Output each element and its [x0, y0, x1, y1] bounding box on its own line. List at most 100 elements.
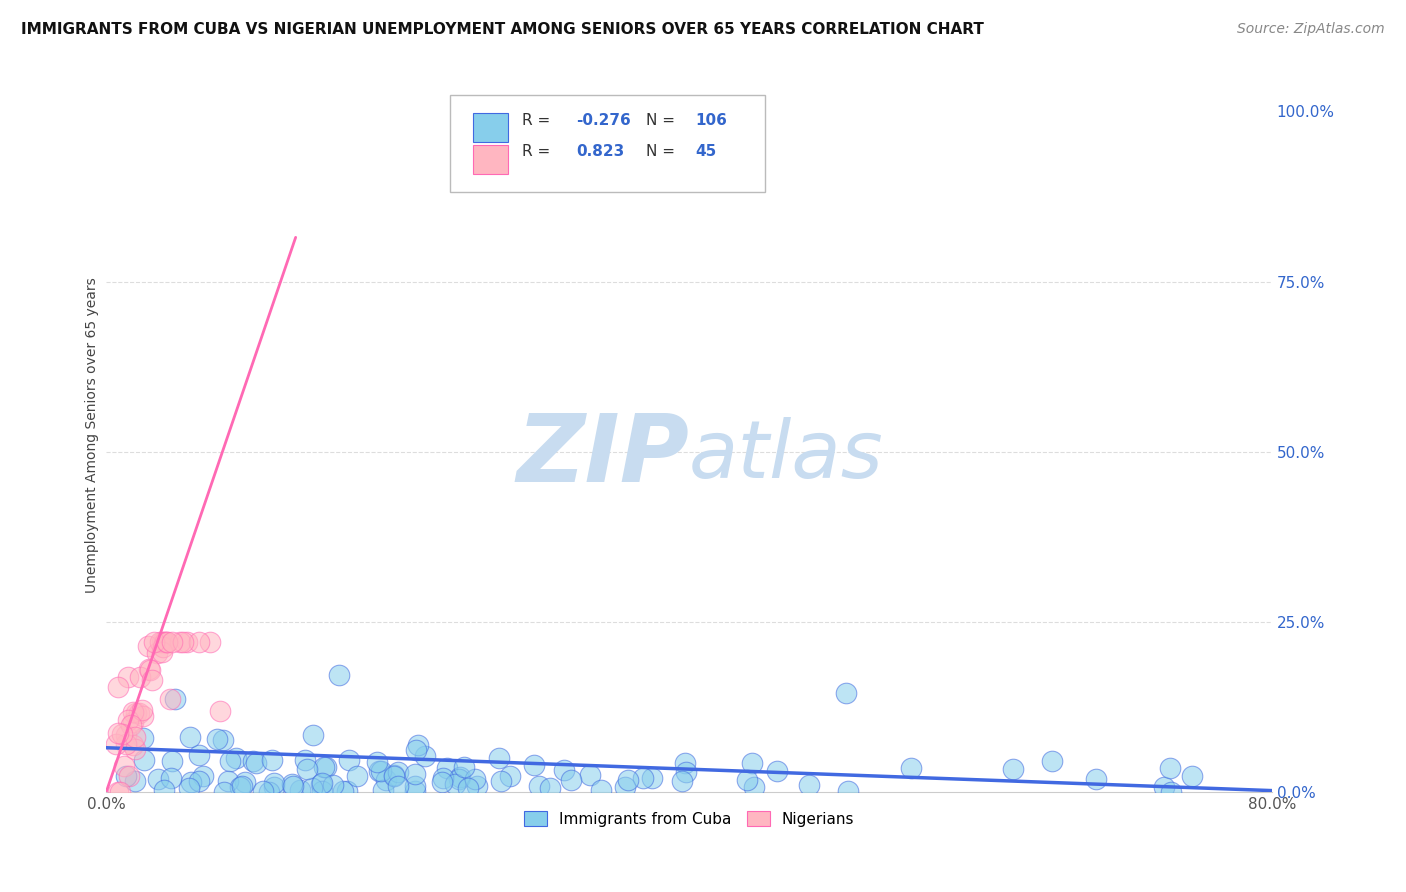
Point	[209, 704, 232, 718]
Point	[315, 759, 337, 773]
Point	[799, 779, 821, 793]
Point	[1001, 762, 1024, 776]
Point	[499, 769, 522, 783]
Point	[297, 763, 319, 777]
FancyBboxPatch shape	[474, 113, 509, 142]
Point	[150, 645, 173, 659]
Point	[1181, 770, 1204, 784]
Point	[112, 759, 135, 773]
Point	[432, 771, 454, 785]
Point	[373, 783, 395, 797]
Point	[336, 784, 359, 798]
Point	[117, 713, 139, 727]
Point	[465, 779, 488, 793]
Point	[328, 668, 350, 682]
Point	[1160, 785, 1182, 799]
Point	[1040, 754, 1063, 768]
Point	[523, 757, 546, 772]
Point	[132, 709, 155, 723]
Point	[121, 738, 143, 752]
Point	[366, 755, 388, 769]
Point	[229, 780, 252, 794]
Text: 0.823: 0.823	[576, 144, 624, 159]
Point	[447, 772, 470, 786]
Point	[165, 692, 187, 706]
Point	[187, 748, 209, 763]
Point	[172, 635, 194, 649]
Point	[837, 784, 859, 798]
Point	[579, 768, 602, 782]
Point	[132, 731, 155, 745]
Point	[191, 769, 214, 783]
Y-axis label: Unemployment Among Seniors over 65 years: Unemployment Among Seniors over 65 years	[86, 277, 100, 592]
Point	[675, 764, 697, 779]
Point	[115, 769, 138, 783]
Point	[153, 782, 176, 797]
Point	[155, 635, 177, 649]
Point	[134, 753, 156, 767]
Text: R =: R =	[523, 112, 555, 128]
Point	[141, 673, 163, 688]
Point	[107, 785, 129, 799]
Text: N =: N =	[645, 112, 681, 128]
Point	[1159, 761, 1181, 775]
Point	[332, 784, 354, 798]
Point	[382, 769, 405, 783]
Point	[146, 772, 169, 786]
Point	[1084, 772, 1107, 786]
Point	[346, 769, 368, 783]
Point	[741, 756, 763, 770]
Point	[742, 780, 765, 794]
Point	[405, 784, 427, 798]
Point	[406, 738, 429, 752]
Point	[405, 742, 427, 756]
Point	[311, 776, 333, 790]
Point	[104, 737, 127, 751]
Point	[149, 635, 172, 649]
Point	[114, 728, 136, 742]
Point	[257, 784, 280, 798]
Point	[288, 783, 311, 797]
Point	[217, 774, 239, 789]
Point	[375, 773, 398, 788]
Text: atlas: atlas	[689, 417, 884, 495]
Point	[311, 784, 333, 798]
Point	[673, 756, 696, 770]
Point	[200, 635, 222, 649]
Point	[160, 635, 183, 649]
Point	[281, 777, 304, 791]
Point	[560, 772, 582, 787]
Point	[404, 779, 426, 793]
Point	[180, 774, 202, 789]
Point	[231, 779, 253, 793]
Text: R =: R =	[523, 144, 555, 159]
Point	[219, 755, 242, 769]
Point	[115, 737, 138, 751]
Point	[122, 705, 145, 719]
Point	[413, 749, 436, 764]
Point	[207, 731, 229, 746]
Point	[263, 780, 285, 794]
Point	[107, 680, 129, 694]
Point	[252, 784, 274, 798]
Point	[387, 764, 409, 779]
Point	[404, 766, 426, 780]
Point	[367, 764, 389, 778]
Text: Source: ZipAtlas.com: Source: ZipAtlas.com	[1237, 22, 1385, 37]
Point	[110, 727, 132, 741]
Point	[128, 706, 150, 720]
Point	[311, 777, 333, 791]
Point	[262, 753, 284, 767]
Text: 106: 106	[695, 112, 727, 128]
Point	[143, 635, 166, 649]
Point	[124, 773, 146, 788]
Point	[538, 780, 561, 795]
Point	[179, 730, 201, 744]
Point	[613, 780, 636, 794]
Point	[235, 774, 257, 789]
FancyBboxPatch shape	[474, 145, 509, 174]
Point	[387, 779, 409, 793]
Point	[124, 730, 146, 744]
Point	[1153, 780, 1175, 794]
Point	[382, 768, 405, 782]
